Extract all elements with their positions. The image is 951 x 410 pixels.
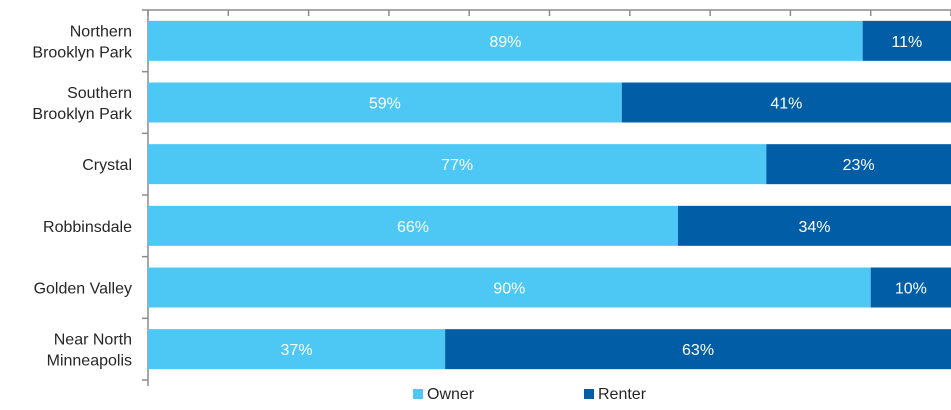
bar-renter — [621, 82, 951, 123]
bar-owner — [148, 329, 446, 370]
bar-renter — [870, 267, 951, 308]
bar-renter — [766, 144, 951, 185]
data-label: 11% — [891, 34, 922, 51]
data-label: 41% — [770, 96, 802, 113]
category-label: Robbinsdale — [43, 219, 132, 236]
category-label: Northern — [70, 23, 132, 40]
category-label: Crystal — [82, 157, 132, 174]
legend-label-owner: Owner — [427, 386, 475, 403]
bar-owner — [148, 82, 622, 123]
legend-swatch-renter — [584, 389, 594, 399]
data-label: 10% — [895, 281, 927, 298]
bar-owner — [148, 267, 871, 308]
category-label: Golden Valley — [34, 281, 132, 298]
data-label: 89% — [489, 34, 521, 51]
bar-owner — [148, 144, 767, 185]
data-label: 59% — [369, 96, 401, 113]
bar-owner — [148, 205, 678, 246]
category-label: Brooklyn Park — [32, 44, 133, 61]
bar-renter — [862, 20, 951, 61]
data-label: 63% — [682, 342, 714, 359]
category-label: Brooklyn Park — [32, 106, 133, 123]
bar-renter — [677, 205, 951, 246]
category-label: Minneapolis — [47, 353, 132, 370]
data-label: 34% — [798, 219, 830, 236]
category-label: Near North — [54, 332, 132, 349]
bar-owner — [148, 20, 863, 61]
data-label: 77% — [441, 157, 473, 174]
data-label: 23% — [843, 157, 875, 174]
data-label: 90% — [493, 281, 525, 298]
data-label: 37% — [281, 342, 313, 359]
legend-swatch-owner — [413, 389, 423, 399]
bar-renter — [445, 329, 951, 370]
category-label: Southern — [67, 85, 132, 102]
legend-label-renter: Renter — [598, 386, 647, 403]
data-label: 66% — [397, 219, 429, 236]
